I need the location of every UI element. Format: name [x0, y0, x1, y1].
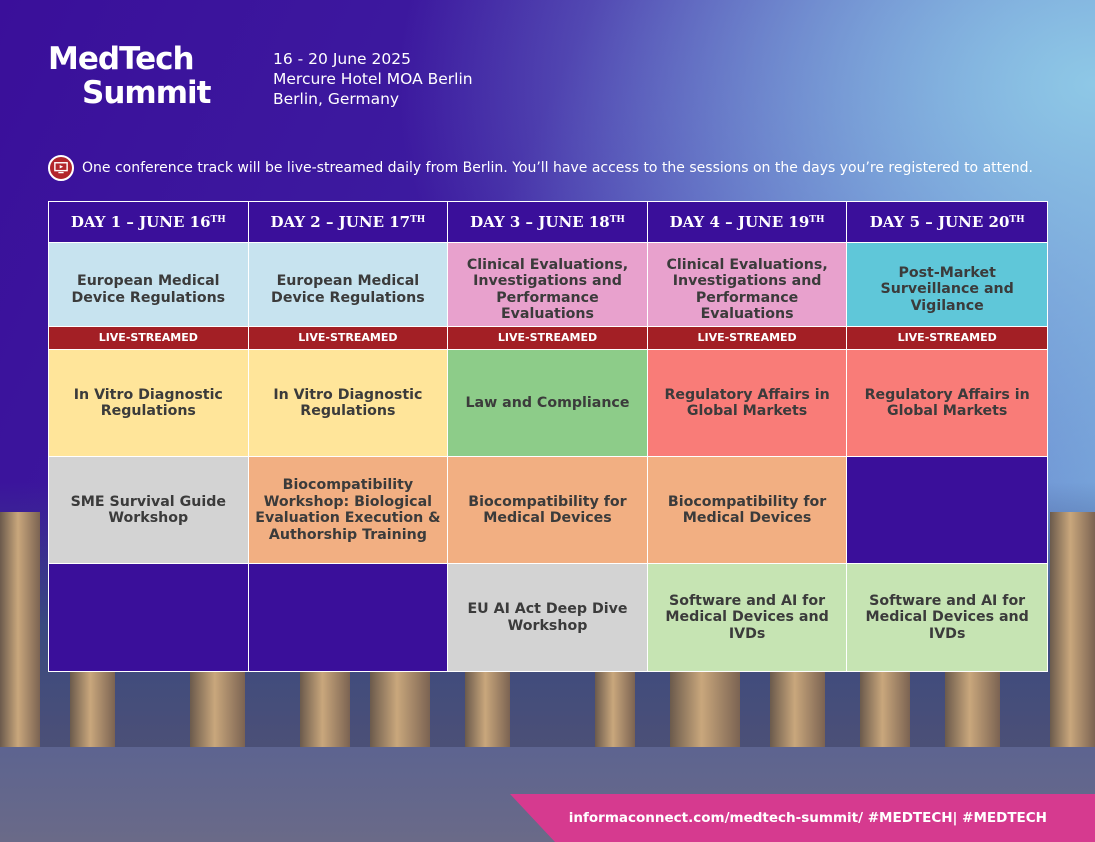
empty-cell [847, 457, 1047, 564]
live-streamed-badge: LIVE-STREAMED [49, 327, 249, 350]
brand-line2: Summit [82, 75, 211, 111]
session-cell: Law and Compliance [448, 350, 648, 457]
session-cell: Clinical Evaluations, Investigations and… [647, 243, 848, 327]
session-cell: Post-Market Surveillance and Vigilance [847, 243, 1047, 327]
live-streamed-badge: LIVE-STREAMED [847, 327, 1047, 350]
live-streamed-badge: LIVE-STREAMED [248, 327, 449, 350]
footer-banner: informaconnect.com/medtech-summit/ #MEDT… [510, 794, 1095, 842]
event-venue: Mercure Hotel MOA Berlin [273, 70, 473, 88]
session-row: EU AI Act Deep Dive Workshop Software an… [49, 564, 1047, 671]
footer-link[interactable]: informaconnect.com/medtech-summit/ #MEDT… [568, 810, 1047, 826]
event-info: 16 - 20 June 2025 Mercure Hotel MOA Berl… [273, 49, 473, 109]
session-cell: In Vitro Diagnostic Regulations [49, 350, 249, 457]
session-cell: European Medical Device Regulations [49, 243, 249, 327]
schedule-grid: DAY 1 – JUNE 16 TH DAY 2 – JUNE 17 TH DAY … [48, 201, 1048, 672]
live-streamed-badge: LIVE-STREAMED [647, 327, 848, 350]
session-row: European Medical Device Regulations Euro… [49, 243, 1047, 327]
session-cell: Biocompatibility Workshop: Biological Ev… [248, 457, 449, 564]
notice-text: One conference track will be live-stream… [82, 160, 1033, 176]
session-cell: Software and AI for Medical Devices and … [847, 564, 1047, 671]
session-row: In Vitro Diagnostic Regulations In Vitro… [49, 350, 1047, 457]
event-city: Berlin, Germany [273, 90, 400, 108]
brand-line1: MedTech [48, 41, 195, 77]
session-row: SME Survival Guide Workshop Biocompatibi… [49, 457, 1047, 564]
session-cell: European Medical Device Regulations [248, 243, 449, 327]
day-header: DAY 4 – JUNE 19 TH [647, 202, 848, 243]
day-header: DAY 3 – JUNE 18 TH [448, 202, 648, 243]
session-cell: Regulatory Affairs in Global Markets [847, 350, 1047, 457]
session-cell: Biocompatibility for Medical Devices [647, 457, 848, 564]
livestream-notice: One conference track will be live-stream… [48, 155, 1033, 181]
live-streamed-row: LIVE-STREAMED LIVE-STREAMED LIVE-STREAME… [49, 327, 1047, 350]
empty-cell [248, 564, 449, 671]
session-cell: Software and AI for Medical Devices and … [647, 564, 848, 671]
session-cell: In Vitro Diagnostic Regulations [248, 350, 449, 457]
session-cell: Biocompatibility for Medical Devices [448, 457, 648, 564]
session-cell: Regulatory Affairs in Global Markets [647, 350, 848, 457]
monitor-icon [48, 155, 74, 181]
brand-logo: MedTech Summit [48, 41, 211, 111]
day-header: DAY 1 – JUNE 16 TH [49, 202, 249, 243]
live-streamed-badge: LIVE-STREAMED [448, 327, 648, 350]
session-cell: Clinical Evaluations, Investigations and… [448, 243, 648, 327]
day-header: DAY 2 – JUNE 17 TH [248, 202, 449, 243]
empty-cell [49, 564, 249, 671]
day-header: DAY 5 – JUNE 20 TH [847, 202, 1047, 243]
day-header-row: DAY 1 – JUNE 16 TH DAY 2 – JUNE 17 TH DAY … [49, 202, 1047, 243]
session-cell: SME Survival Guide Workshop [49, 457, 249, 564]
event-dates: 16 - 20 June 2025 [273, 50, 411, 68]
session-cell: EU AI Act Deep Dive Workshop [448, 564, 648, 671]
